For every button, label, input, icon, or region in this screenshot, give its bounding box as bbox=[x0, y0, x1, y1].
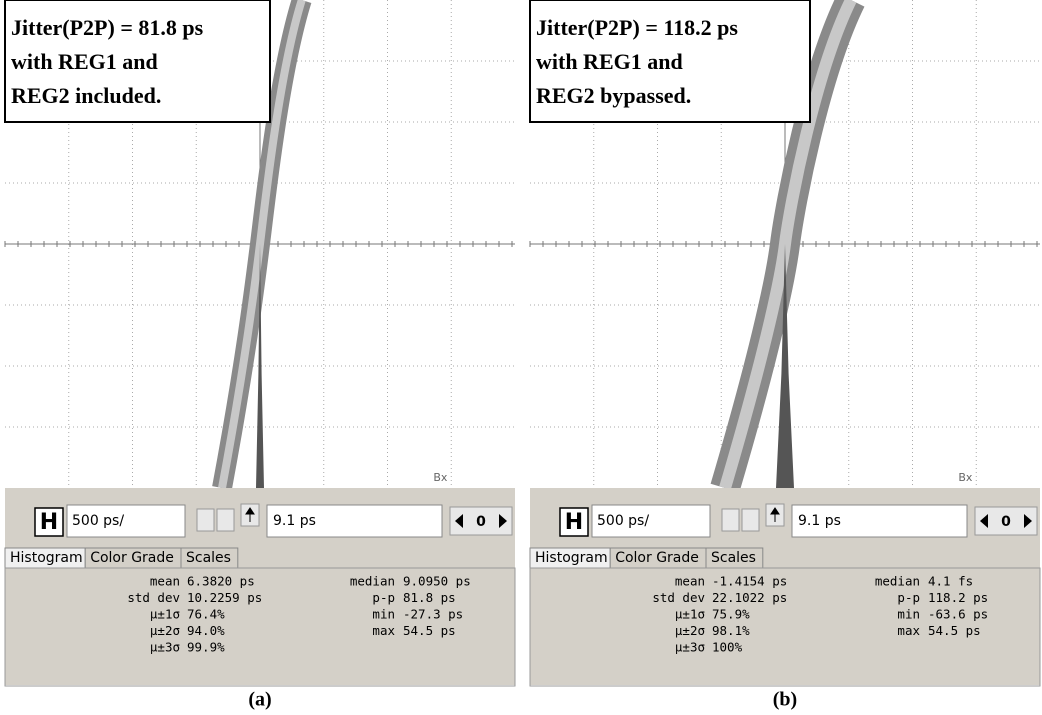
stat-value: 75.9% bbox=[712, 607, 750, 622]
stat-value: 9.0950 ps bbox=[403, 574, 471, 589]
stat-value: 22.1022 ps bbox=[712, 590, 787, 605]
marker-label: Bx bbox=[958, 471, 973, 484]
annotation-line: Jitter(P2P) = 118.2 ps bbox=[536, 15, 738, 40]
stat-label: median bbox=[350, 574, 395, 589]
stat-value: -27.3 ps bbox=[403, 607, 463, 622]
scale-value: 500 ps/ bbox=[72, 513, 124, 529]
stat-label: max bbox=[897, 623, 920, 638]
stat-value: 76.4% bbox=[187, 607, 225, 622]
caption: (b) bbox=[773, 689, 797, 711]
stat-label: median bbox=[875, 574, 920, 589]
stat-label: µ±1σ bbox=[675, 607, 705, 622]
stat-label: max bbox=[372, 623, 395, 638]
annotation-line: REG2 bypassed. bbox=[536, 83, 691, 108]
scale-value: 500 ps/ bbox=[597, 513, 649, 529]
position-value: 9.1 ps bbox=[798, 513, 841, 529]
annotation-line: with REG1 and bbox=[536, 49, 683, 74]
icon-button[interactable] bbox=[217, 509, 234, 531]
tab-label: Color Grade bbox=[615, 550, 699, 566]
stat-label: µ±2σ bbox=[150, 623, 180, 638]
stat-label: mean bbox=[675, 574, 705, 589]
tab-label: Scales bbox=[186, 550, 231, 566]
stat-value: 54.5 ps bbox=[403, 623, 456, 638]
stat-label: mean bbox=[150, 574, 180, 589]
stat-label: min bbox=[897, 607, 920, 622]
stat-label: µ±2σ bbox=[675, 623, 705, 638]
tab-label: Color Grade bbox=[90, 550, 174, 566]
stat-label: µ±3σ bbox=[675, 640, 705, 655]
stat-value: -63.6 ps bbox=[928, 607, 988, 622]
stat-value: 6.3820 ps bbox=[187, 574, 255, 589]
stat-value: 118.2 ps bbox=[928, 590, 988, 605]
annotation-line: REG2 included. bbox=[11, 83, 161, 108]
stat-value: 94.0% bbox=[187, 623, 225, 638]
stepper-counter: 0 bbox=[1001, 514, 1011, 530]
stat-value: 100% bbox=[712, 640, 743, 655]
h-button-label: H bbox=[565, 510, 583, 535]
stat-label: p-p bbox=[897, 590, 920, 605]
stat-label: µ±3σ bbox=[150, 640, 180, 655]
tab-label: Histogram bbox=[535, 550, 608, 566]
stat-value: 4.1 fs bbox=[928, 574, 973, 589]
stat-value: -1.4154 ps bbox=[712, 574, 787, 589]
stat-value: 98.1% bbox=[712, 623, 750, 638]
tab-label: Scales bbox=[711, 550, 756, 566]
h-button-label: H bbox=[40, 510, 58, 535]
stat-label: std dev bbox=[127, 590, 180, 605]
icon-button[interactable] bbox=[742, 509, 759, 531]
annotation-line: Jitter(P2P) = 81.8 ps bbox=[11, 15, 204, 40]
annotation-line: with REG1 and bbox=[11, 49, 158, 74]
stat-value: 10.2259 ps bbox=[187, 590, 262, 605]
marker-label: Bx bbox=[433, 471, 448, 484]
stat-label: p-p bbox=[372, 590, 395, 605]
figure: Bx Jitter(P2P) = 81.8 ps with REG1 and REG2… bbox=[0, 0, 1042, 715]
icon-button[interactable] bbox=[197, 509, 214, 531]
stat-label: std dev bbox=[652, 590, 705, 605]
stepper-counter: 0 bbox=[476, 514, 486, 530]
stat-label: µ±1σ bbox=[150, 607, 180, 622]
icon-button[interactable] bbox=[722, 509, 739, 531]
position-value: 9.1 ps bbox=[273, 513, 316, 529]
tab-label: Histogram bbox=[10, 550, 83, 566]
stat-value: 81.8 ps bbox=[403, 590, 456, 605]
stat-value: 99.9% bbox=[187, 640, 225, 655]
stat-value: 54.5 ps bbox=[928, 623, 981, 638]
caption: (a) bbox=[248, 689, 271, 711]
stat-label: min bbox=[372, 607, 395, 622]
